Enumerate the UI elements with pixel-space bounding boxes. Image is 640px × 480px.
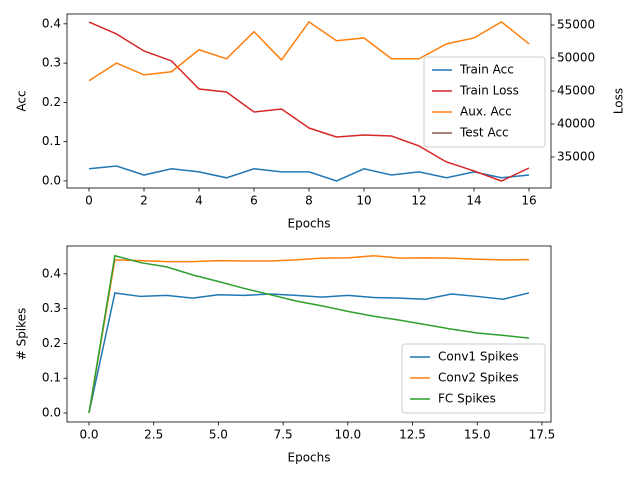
x-tick-label: 12 — [411, 194, 426, 208]
y-tick-label: 0.4 — [42, 266, 61, 280]
x-axis-label: Epochs — [288, 451, 331, 465]
series-line — [88, 254, 530, 414]
y2-tick-label: 55000 — [557, 18, 595, 32]
axes-frame — [66, 245, 552, 423]
y2-tick-label: 40000 — [557, 116, 595, 130]
legend-label: Train Loss — [459, 84, 519, 98]
legend-label: Aux. Acc — [460, 105, 512, 119]
x-tick-label: 10.0 — [334, 428, 361, 442]
legend-label: Train Acc — [459, 63, 514, 77]
x-tick-label: 8 — [305, 194, 313, 208]
legend: Train Acc Train Loss Aux. Acc Test Acc — [423, 56, 546, 148]
y-tick-label: 0.3 — [42, 301, 61, 315]
y2-tick-label: 45000 — [557, 83, 595, 97]
x-tick-label: 5.0 — [209, 428, 228, 442]
x-tick-label: 10 — [356, 194, 371, 208]
y-tick-label: 0.2 — [42, 95, 61, 109]
y2-tick-label: 35000 — [557, 149, 595, 163]
x-tick-label: 6 — [250, 194, 258, 208]
y-tick-label: 0.1 — [42, 134, 61, 148]
y2-tick-label: 50000 — [557, 50, 595, 64]
x-tick-label: 16 — [521, 194, 536, 208]
legend-label: FC Spikes — [438, 392, 496, 406]
x-tick-label: 0 — [85, 194, 93, 208]
y-axis-label: Acc — [15, 90, 29, 111]
x-tick-label: 15.0 — [464, 428, 491, 442]
x-tick-label: 4 — [195, 194, 203, 208]
legend: Conv1 Spikes Conv2 Spikes FC Spikes — [401, 343, 546, 414]
x-tick-label: 7.5 — [274, 428, 293, 442]
x-tick-label: 2.5 — [144, 428, 163, 442]
y-tick-label: 0.2 — [42, 336, 61, 350]
y-tick-label: 0.0 — [42, 173, 61, 187]
legend-label: Conv2 Spikes — [438, 371, 519, 385]
x-axis-label: Epochs — [288, 217, 331, 231]
x-tick-label: 0.0 — [79, 428, 98, 442]
y-tick-label: 0.0 — [42, 405, 61, 419]
series-line — [88, 21, 530, 182]
y-tick-label: 0.4 — [42, 16, 61, 30]
x-tick-label: 2 — [140, 194, 148, 208]
x-tick-label: 17.5 — [529, 428, 556, 442]
legend-box — [401, 343, 546, 414]
y-tick-label: 0.3 — [42, 56, 61, 70]
legend-box — [423, 56, 546, 148]
series-line — [88, 165, 530, 182]
y-tick-label: 0.1 — [42, 371, 61, 385]
series-line — [88, 20, 530, 82]
y2-axis-label: Loss — [612, 88, 626, 114]
series-line — [88, 292, 530, 414]
legend-label: Conv1 Spikes — [438, 350, 519, 364]
x-tick-label: 12.5 — [399, 428, 426, 442]
x-tick-label: 14 — [466, 194, 481, 208]
y-axis-label: # Spikes — [15, 308, 29, 361]
series-line — [88, 254, 530, 414]
legend-label: Test Acc — [459, 126, 509, 140]
